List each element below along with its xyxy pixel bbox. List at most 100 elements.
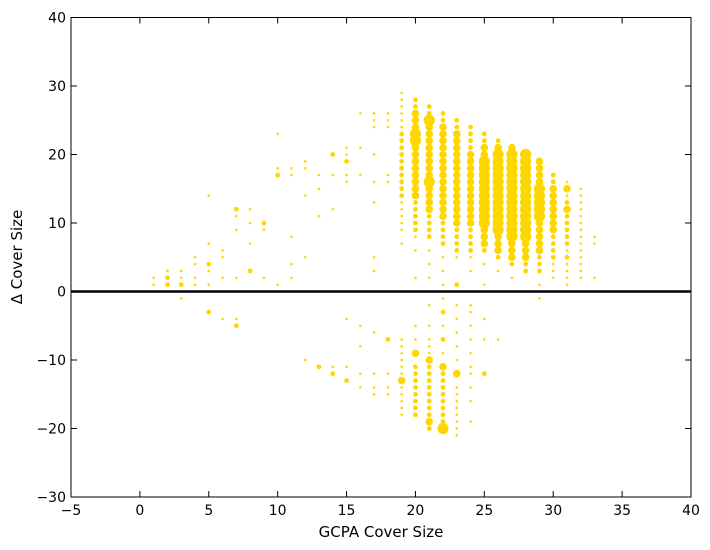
scatter-point <box>565 262 569 266</box>
scatter-point <box>247 268 253 274</box>
scatter-point <box>303 194 307 197</box>
y-tick-labels: −30 −20 −10 0 10 20 30 40 <box>36 11 66 507</box>
scatter-point <box>386 372 390 376</box>
scatter-point <box>494 232 502 241</box>
scatter-point <box>426 213 432 219</box>
scatter-point <box>303 255 307 259</box>
scatter-point <box>427 276 431 280</box>
scatter-point <box>262 228 266 232</box>
scatter-point <box>440 309 446 315</box>
scatter-point <box>411 171 420 179</box>
scatter-point <box>399 172 405 178</box>
scatter-point <box>399 165 405 171</box>
scatter-point <box>468 124 473 130</box>
scatter-point <box>469 269 472 273</box>
scatter-point <box>221 276 224 280</box>
scatter-point <box>521 253 530 262</box>
scatter-point <box>425 356 434 364</box>
scatter-point <box>535 171 544 179</box>
scatter-point <box>466 171 475 179</box>
scatter-point <box>551 269 555 273</box>
scatter-point <box>413 206 418 212</box>
scatter-point <box>492 224 504 236</box>
scatter-point <box>400 386 403 389</box>
scatter-point <box>579 276 583 280</box>
scatter-point <box>359 386 362 389</box>
scatter-point <box>466 150 475 159</box>
scatter-point <box>480 226 489 234</box>
x-tick-label: −5 <box>61 503 82 519</box>
scatter-point <box>165 282 170 288</box>
y-tick-label: −30 <box>36 490 66 506</box>
scatter-point <box>372 269 376 273</box>
scatter-point <box>469 420 472 423</box>
scatter-point <box>275 172 281 178</box>
scatter-point <box>317 187 321 191</box>
scatter-point <box>426 378 432 383</box>
scatter-point <box>411 116 420 125</box>
scatter-point <box>359 372 362 376</box>
scatter-point <box>345 180 348 184</box>
scatter-point <box>165 275 170 281</box>
scatter-point <box>411 143 420 152</box>
scatter-point <box>551 276 555 280</box>
scatter-point <box>440 405 446 411</box>
scatter-point <box>400 125 403 129</box>
scatter-point <box>441 297 445 300</box>
scatter-point <box>481 131 487 137</box>
scatter-point <box>221 249 224 252</box>
scatter-point <box>413 364 418 370</box>
scatter-point <box>579 194 583 197</box>
scatter-point <box>495 254 501 260</box>
scatter-point <box>426 111 432 116</box>
scatter-point <box>179 297 183 300</box>
scatter-point <box>466 212 475 220</box>
scatter-point <box>409 135 422 147</box>
scatter-point <box>454 124 460 130</box>
scatter-point <box>330 152 336 157</box>
scatter-point <box>563 184 571 193</box>
scatter-point <box>537 268 542 274</box>
scatter-point <box>400 201 403 204</box>
scatter-point <box>290 173 293 177</box>
scatter-point <box>440 234 446 240</box>
scatter-point <box>563 205 571 214</box>
scatter-point <box>455 386 459 389</box>
scatter-point <box>423 176 435 188</box>
scatter-point <box>538 297 541 300</box>
scatter-point <box>565 283 569 286</box>
scatter-point <box>411 178 420 186</box>
scatter-point <box>359 112 362 115</box>
scatter-point <box>413 398 418 404</box>
scatter-point <box>480 232 489 241</box>
scatter-point <box>413 371 418 377</box>
scatter-point <box>455 317 459 321</box>
scatter-point <box>468 241 473 246</box>
scatter-point <box>454 248 460 253</box>
scatter-point <box>425 157 434 166</box>
scatter-point <box>533 210 546 222</box>
scatter-point <box>400 228 403 232</box>
scatter-point <box>452 178 461 186</box>
scatter-point <box>455 303 459 307</box>
scatter-point <box>452 205 461 214</box>
scatter-point <box>440 378 446 383</box>
scatter-point <box>550 179 556 185</box>
scatter-point <box>413 378 418 383</box>
scatter-point <box>425 164 434 172</box>
scatter-point <box>440 385 446 390</box>
scatter-point <box>468 248 473 253</box>
scatter-point <box>441 283 445 286</box>
scatter-point <box>440 227 446 233</box>
scatter-point <box>330 371 336 377</box>
scatter-point <box>452 171 461 179</box>
scatter-point <box>481 371 487 377</box>
scatter-point <box>166 269 169 273</box>
scatter-point <box>593 242 596 245</box>
scatter-point <box>399 179 405 185</box>
scatter-point <box>440 111 446 116</box>
scatter-point <box>317 173 321 177</box>
scatter-point <box>426 220 432 226</box>
scatter-point <box>399 145 405 151</box>
scatter-point <box>400 112 403 115</box>
